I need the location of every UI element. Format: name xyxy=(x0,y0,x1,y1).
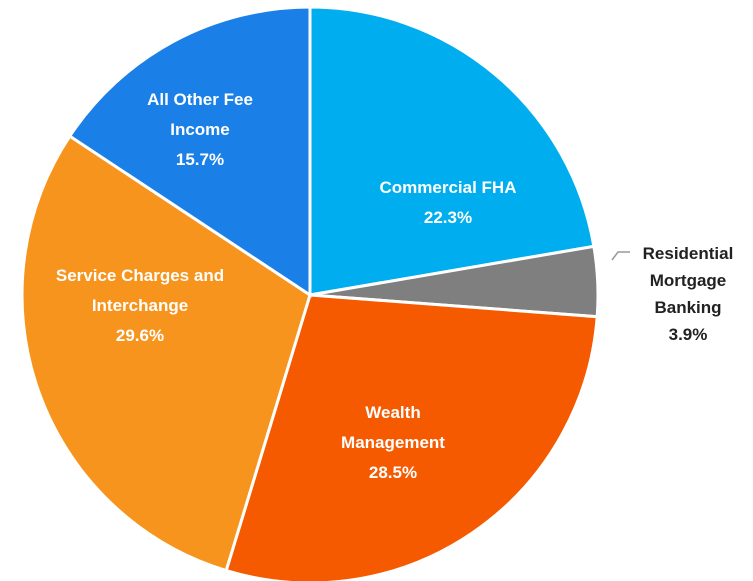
pie-slice xyxy=(308,5,596,297)
leader-line xyxy=(611,251,630,261)
pie-slice xyxy=(224,293,599,581)
category-name: Residential Mortgage Banking xyxy=(642,244,734,317)
pie-slice xyxy=(67,5,312,298)
value-label: 29.6% xyxy=(115,326,165,345)
category-name: Wealth Management xyxy=(341,403,445,452)
value-label: 3.9% xyxy=(668,325,708,344)
category-name: Commercial FHA xyxy=(379,178,517,197)
category-name: All Other Fee Income xyxy=(147,90,253,139)
slice-label: Commercial FHA 22.3% xyxy=(338,173,558,233)
slice-label: All Other Fee Income 15.7% xyxy=(120,85,280,175)
value-label: 22.3% xyxy=(423,208,473,227)
slice-label: Residential Mortgage Banking 3.9% xyxy=(628,240,748,348)
slice-label: Service Charges and Interchange 29.6% xyxy=(35,261,245,351)
value-label: 15.7% xyxy=(175,150,225,169)
slice-label: Wealth Management 28.5% xyxy=(313,398,473,488)
category-name: Service Charges and Interchange xyxy=(55,266,225,315)
pie-slice xyxy=(20,134,312,573)
value-label: 28.5% xyxy=(368,463,418,482)
